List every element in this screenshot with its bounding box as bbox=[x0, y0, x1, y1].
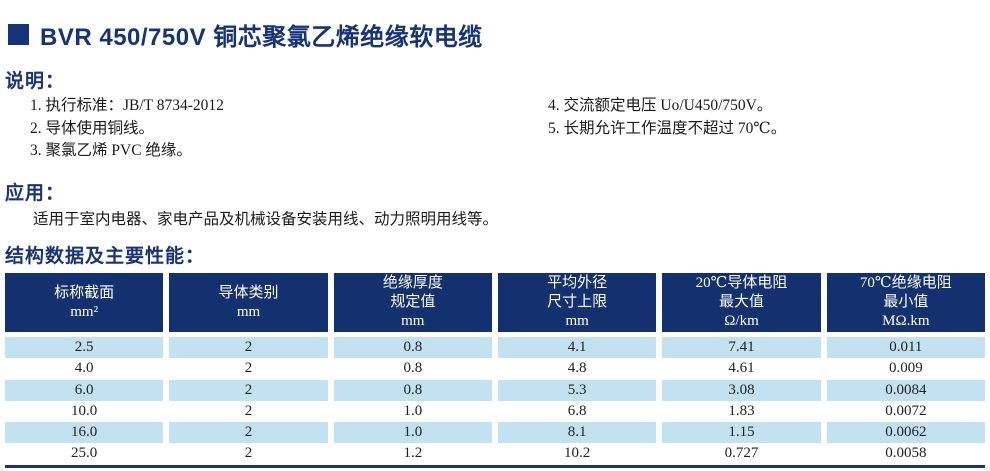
table-cell: 2 bbox=[169, 422, 328, 444]
table-header-cell: 标称截面 mm² bbox=[5, 273, 164, 332]
spec-table-heading: 结构数据及主要性能： bbox=[5, 246, 206, 267]
table-row: 16.0 2 1.0 8.1 1.15 0.0062 bbox=[5, 422, 985, 444]
table-cell: 8.1 bbox=[497, 422, 657, 444]
table-header-row: 标称截面 mm² 导体类别 mm 绝缘厚度 规定值 mm 平均外径 尺寸上限 m… bbox=[5, 273, 985, 332]
description-item: 1. 执行标准：JB/T 8734-2012 bbox=[30, 97, 224, 114]
description-section: 说明： 1. 执行标准：JB/T 8734-2012 2. 导体使用铜线。 3.… bbox=[5, 66, 985, 163]
table-cell: 1.15 bbox=[662, 422, 821, 444]
description-item: 5. 长期允许工作温度不超过 70℃。 bbox=[548, 119, 787, 137]
table-cell: 0.0084 bbox=[826, 379, 985, 401]
page-title: BVR 450/750V 铜芯聚氯乙烯绝缘软电缆 bbox=[40, 24, 483, 51]
description-heading: 说明： bbox=[5, 71, 66, 92]
application-text: 适用于室内电器、家电产品及机械设备安装用线、动力照明用线等。 bbox=[33, 211, 499, 228]
table-cell: 0.0062 bbox=[826, 422, 985, 444]
table-cell: 6.0 bbox=[5, 379, 164, 401]
table-cell: 1.0 bbox=[333, 400, 492, 423]
table-cell: 7.41 bbox=[662, 337, 821, 359]
table-header-cell: 导体类别 mm bbox=[169, 273, 328, 332]
table-row: 10.0 2 1.0 6.8 1.83 0.0072 bbox=[5, 400, 985, 423]
table-body: 2.5 2 0.8 4.1 7.41 0.011 4.0 2 0.8 4.8 4.61 0.009 6.… bbox=[5, 337, 985, 465]
table-row: 4.0 2 0.8 4.8 4.61 0.009 bbox=[5, 358, 985, 380]
table-bottom-border bbox=[5, 464, 985, 468]
table-header-cell: 20℃导体电阻 最大值 Ω/km bbox=[662, 273, 821, 332]
table-cell: 0.8 bbox=[333, 337, 492, 359]
table-cell: 4.1 bbox=[497, 337, 657, 359]
table-row: 2.5 2 0.8 4.1 7.41 0.011 bbox=[5, 337, 985, 359]
table-cell: 1.0 bbox=[333, 422, 492, 444]
application-heading: 应用： bbox=[5, 183, 66, 204]
table-cell: 0.0072 bbox=[826, 400, 985, 423]
table-cell: 2 bbox=[169, 337, 328, 359]
table-header-cell: 70℃绝缘电阻 最小值 MΩ.km bbox=[826, 273, 985, 332]
table-cell: 0.727 bbox=[662, 443, 821, 465]
description-items-right: 4. 交流额定电压 Uo/U450/750V。 5. 长期允许工作温度不超过 7… bbox=[520, 95, 985, 163]
title-bullet-square-icon bbox=[8, 24, 29, 45]
table-header-cell: 平均外径 尺寸上限 mm bbox=[497, 273, 657, 332]
table-cell: 0.8 bbox=[333, 379, 492, 401]
table-cell: 0.8 bbox=[333, 358, 492, 380]
table-cell: 0.009 bbox=[826, 358, 985, 380]
description-item: 3. 聚氯乙烯 PVC 绝缘。 bbox=[30, 142, 192, 159]
table-cell: 1.2 bbox=[333, 443, 492, 465]
table-cell: 10.2 bbox=[497, 443, 657, 465]
table-cell: 3.08 bbox=[662, 379, 821, 401]
table-cell: 2 bbox=[169, 379, 328, 401]
description-item: 4. 交流额定电压 Uo/U450/750V。 bbox=[548, 97, 773, 114]
table-cell: 4.0 bbox=[5, 358, 164, 380]
table-row: 6.0 2 0.8 5.3 3.08 0.0084 bbox=[5, 379, 985, 401]
table-cell: 0.0058 bbox=[826, 443, 985, 465]
table-cell: 4.61 bbox=[662, 358, 821, 380]
table-cell: 5.3 bbox=[497, 379, 657, 401]
page-title-row: BVR 450/750V 铜芯聚氯乙烯绝缘软电缆 bbox=[8, 17, 483, 52]
description-columns: 1. 执行标准：JB/T 8734-2012 2. 导体使用铜线。 3. 聚氯乙… bbox=[5, 95, 985, 163]
description-items-left: 1. 执行标准：JB/T 8734-2012 2. 导体使用铜线。 3. 聚氯乙… bbox=[5, 95, 520, 163]
table-cell: 2 bbox=[169, 443, 328, 465]
table-cell: 0.011 bbox=[826, 337, 985, 359]
table-cell: 10.0 bbox=[5, 400, 164, 423]
table-cell: 2.5 bbox=[5, 337, 164, 359]
table-cell: 4.8 bbox=[497, 358, 657, 380]
table-header-cell: 绝缘厚度 规定值 mm bbox=[333, 273, 492, 332]
table-cell: 6.8 bbox=[497, 400, 657, 423]
table-cell: 2 bbox=[169, 400, 328, 423]
table-row: 25.0 2 1.2 10.2 0.727 0.0058 bbox=[5, 443, 985, 465]
table-cell: 1.83 bbox=[662, 400, 821, 423]
application-section: 应用： 适用于室内电器、家电产品及机械设备安装用线、动力照明用线等。 bbox=[5, 178, 985, 231]
table-cell: 25.0 bbox=[5, 443, 164, 465]
spec-table: 标称截面 mm² 导体类别 mm 绝缘厚度 规定值 mm 平均外径 尺寸上限 m… bbox=[5, 273, 985, 468]
table-cell: 16.0 bbox=[5, 422, 164, 444]
table-cell: 2 bbox=[169, 358, 328, 380]
description-item: 2. 导体使用铜线。 bbox=[30, 119, 155, 137]
spec-table-section: 结构数据及主要性能： 标称截面 mm² 导体类别 mm 绝缘厚度 规定值 mm … bbox=[5, 241, 985, 468]
